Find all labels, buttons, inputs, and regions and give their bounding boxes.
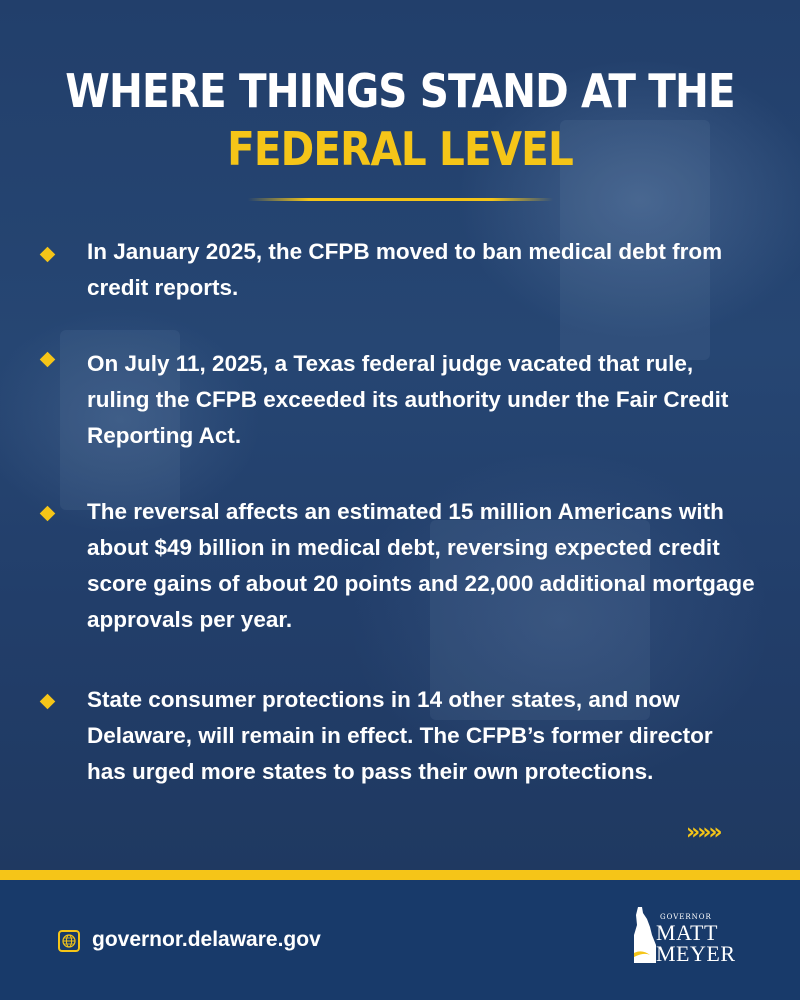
bullet-text: The reversal affects an estimated 15 mil… bbox=[87, 499, 755, 632]
logo-last-name: MEYER bbox=[656, 941, 736, 966]
background-blur-shape bbox=[60, 330, 180, 510]
governor-logo: GOVERNOR MATT MEYER bbox=[620, 905, 750, 975]
bullet-text: In January 2025, the CFPB moved to ban m… bbox=[87, 239, 723, 300]
bullet-text: State consumer protections in 14 other s… bbox=[87, 687, 713, 784]
bullet-text: On July 11, 2025, a Texas federal judge … bbox=[87, 351, 729, 448]
globe-icon bbox=[58, 930, 80, 952]
background-photo bbox=[0, 0, 800, 870]
logo-title: GOVERNOR bbox=[660, 913, 712, 921]
footer bbox=[0, 880, 800, 1000]
footer-accent-bar bbox=[0, 870, 800, 880]
background-blur-shape bbox=[560, 120, 710, 360]
title-underline bbox=[248, 198, 553, 201]
logo-first-name: MATT bbox=[656, 920, 718, 945]
delaware-state-icon bbox=[634, 907, 656, 963]
background-blur-shape bbox=[430, 520, 650, 720]
page-title-line-1: WHERE THINGS STAND AT THE bbox=[65, 64, 735, 118]
next-chevrons-icon[interactable]: »»» bbox=[686, 820, 723, 845]
website-link[interactable]: governor.delaware.gov bbox=[92, 928, 321, 951]
page-header: WHERE THINGS STAND AT THE FEDERAL LEVEL bbox=[0, 62, 800, 178]
page-title-line-2: FEDERAL LEVEL bbox=[227, 122, 574, 176]
